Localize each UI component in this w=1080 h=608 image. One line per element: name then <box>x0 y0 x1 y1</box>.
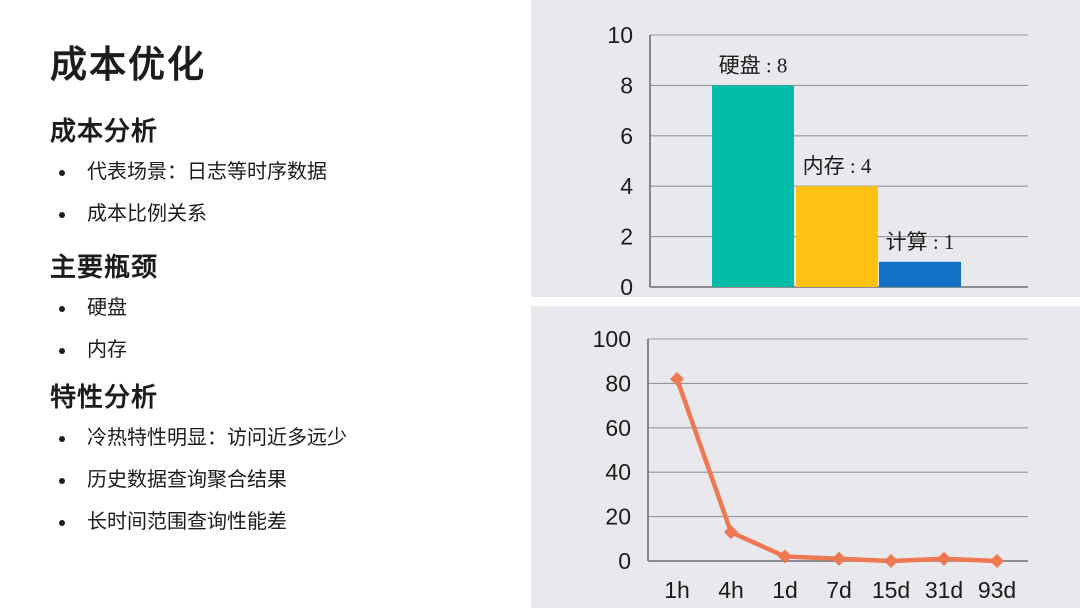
section-cost-analysis: 成本分析 代表场景：日志等时序数据 成本比例关系 <box>50 116 510 228</box>
x-axis-tick-label: 1h <box>664 577 690 603</box>
bullet-dot-icon <box>59 436 65 442</box>
bullet-text: 代表场景：日志等时序数据 <box>87 161 327 183</box>
bullet-list: 代表场景：日志等时序数据 成本比例关系 <box>50 159 510 228</box>
axis-tick-label: 2 <box>620 224 633 250</box>
list-item: 代表场景：日志等时序数据 <box>50 159 510 186</box>
bullet-list: 冷热特性明显：访问近多远少 历史数据查询聚合结果 长时间范围查询性能差 <box>50 425 510 536</box>
data-point-marker <box>670 371 684 386</box>
line-chart: 0 20 40 60 80 100 1h 4h 1d 7d 15d 31d 93d <box>593 326 1028 603</box>
axis-tick-label: 0 <box>620 274 633 297</box>
bullet-text: 内存 <box>87 339 127 361</box>
bullet-dot-icon <box>59 478 65 484</box>
x-axis-tick-label: 93d <box>978 577 1016 603</box>
bar-data-label: 内存 : 4 <box>803 154 872 178</box>
data-point-marker <box>778 549 792 564</box>
bullet-dot-icon <box>59 170 65 176</box>
data-point-marker <box>832 551 846 566</box>
data-point-marker <box>937 551 951 566</box>
x-axis-tick-label: 31d <box>925 577 963 603</box>
x-axis-tick-label: 15d <box>872 577 910 603</box>
list-item: 长时间范围查询性能差 <box>50 509 510 536</box>
section-main-bottlenecks: 主要瓶颈 硬盘 内存 <box>50 252 510 364</box>
bar-内存 <box>796 186 878 287</box>
bar-硬盘 <box>712 85 794 288</box>
section-heading: 特性分析 <box>50 383 159 412</box>
axis-tick-label: 40 <box>605 459 631 485</box>
section-characteristics: 特性分析 冷热特性明显：访问近多远少 历史数据查询聚合结果 长时间范围查询性能差 <box>50 382 510 536</box>
axis-tick-label: 100 <box>593 326 631 352</box>
axis-tick-label: 60 <box>605 415 631 441</box>
line-chart-panel: 0 20 40 60 80 100 1h 4h 1d 7d 15d 31d 93d <box>531 306 1080 608</box>
data-point-marker <box>724 525 738 540</box>
list-item: 硬盘 <box>50 295 510 322</box>
page-title: 成本优化 <box>50 45 206 86</box>
list-item: 冷热特性明显：访问近多远少 <box>50 425 510 452</box>
data-point-marker <box>990 554 1004 568</box>
bullet-dot-icon <box>59 306 65 312</box>
section-heading: 主要瓶颈 <box>50 253 159 282</box>
bar-chart-panel: 0 2 4 6 8 10 硬盘 : 8 内存 : 4 计算 : 1 <box>531 0 1080 297</box>
axis-tick-label: 4 <box>620 173 633 199</box>
data-point-marker <box>884 554 898 568</box>
bullet-text: 历史数据查询聚合结果 <box>87 469 287 491</box>
axis-tick-label: 6 <box>620 123 633 149</box>
bar-data-label: 硬盘 : 8 <box>719 53 788 77</box>
bullet-text: 成本比例关系 <box>87 203 207 225</box>
bullet-dot-icon <box>59 348 65 354</box>
text-column: 成本优化 成本分析 代表场景：日志等时序数据 成本比例关系 主要瓶颈 硬盘 <box>50 44 510 551</box>
list-item: 成本比例关系 <box>50 201 510 228</box>
bullet-text: 长时间范围查询性能差 <box>87 511 287 533</box>
bullet-dot-icon <box>59 212 65 218</box>
bullet-text: 硬盘 <box>87 297 127 319</box>
bar-计算 <box>879 261 961 287</box>
section-heading: 成本分析 <box>50 117 159 146</box>
list-item: 内存 <box>50 337 510 364</box>
data-line <box>674 376 1000 564</box>
x-axis-tick-label: 1d <box>772 577 798 603</box>
bar-chart: 0 2 4 6 8 10 硬盘 : 8 内存 : 4 计算 : 1 <box>607 22 1028 297</box>
axis-tick-label: 8 <box>620 72 633 98</box>
bar-data-label: 计算 : 1 <box>886 230 955 254</box>
axis-tick-label: 0 <box>618 548 631 574</box>
x-axis-tick-label: 4h <box>718 577 744 603</box>
bullet-dot-icon <box>59 520 65 526</box>
x-axis-tick-label: 7d <box>826 577 852 603</box>
bullet-text: 冷热特性明显：访问近多远少 <box>87 427 347 449</box>
list-item: 历史数据查询聚合结果 <box>50 467 510 494</box>
axis-tick-label: 80 <box>605 370 631 396</box>
axis-tick-label: 20 <box>605 504 631 530</box>
bullet-list: 硬盘 内存 <box>50 295 510 364</box>
axis-tick-label: 10 <box>607 22 633 48</box>
